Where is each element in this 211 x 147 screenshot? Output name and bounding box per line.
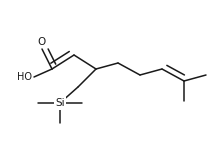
Text: O: O: [38, 37, 46, 47]
Text: HO: HO: [17, 72, 32, 82]
Text: Si: Si: [55, 98, 65, 108]
